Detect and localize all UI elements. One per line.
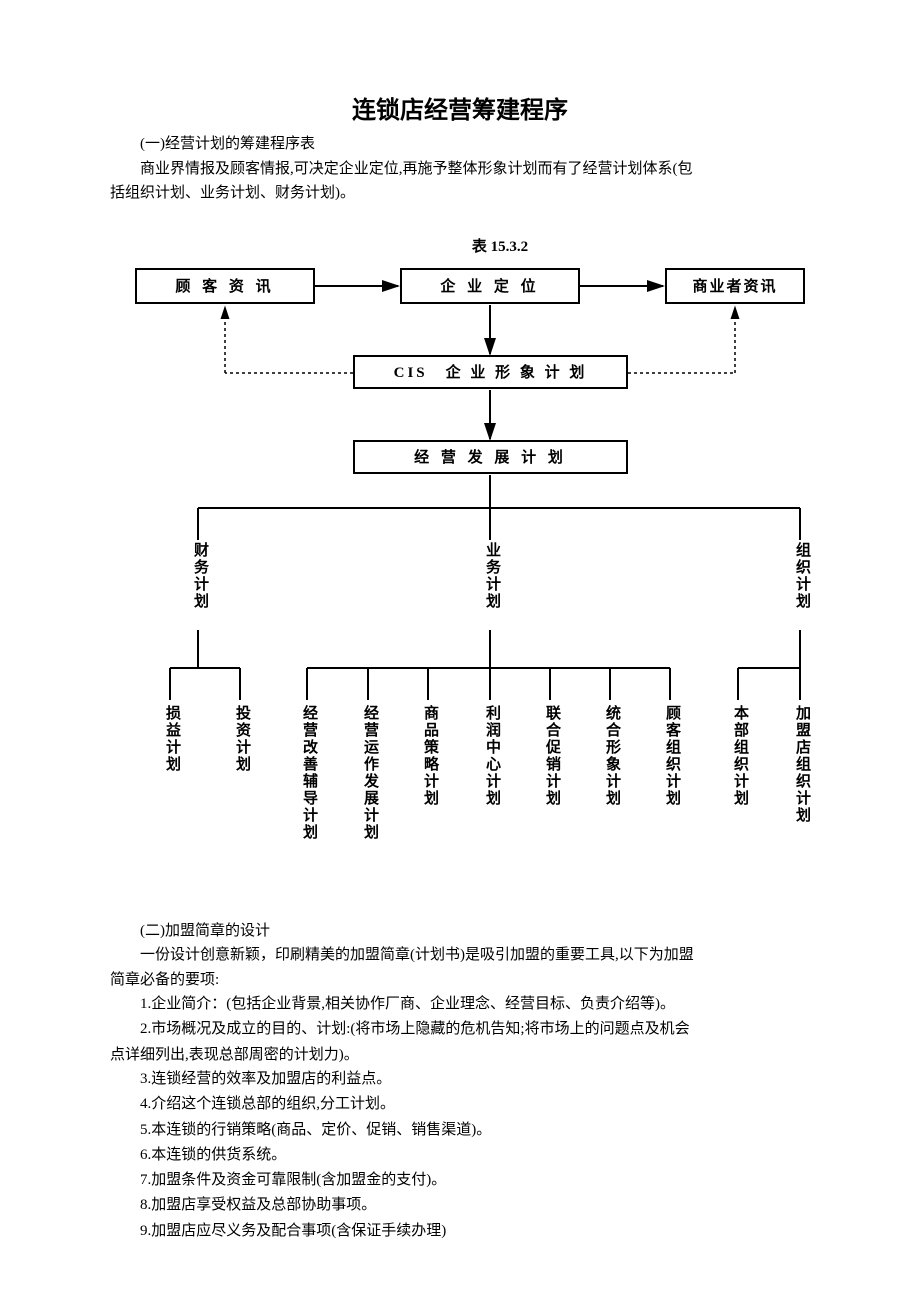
- leaf-5: 利润中心计划: [482, 705, 503, 807]
- diagram-container: 顾 客 资 讯 企 业 定 位 商业者资讯 CIS 企 业 形 象 计 划 经 …: [110, 260, 810, 890]
- section1-heading: (一)经营计划的筹建程序表: [110, 133, 810, 156]
- item-5: 5.本连锁的行销策略(商品、定价、促销、销售渠道)。: [110, 1119, 810, 1142]
- item-2: 2.市场概况及成立的目的、计划:(将市场上隐藏的危机告知;将市场上的问题点及机会: [110, 1018, 810, 1041]
- box-business-info: 商业者资讯: [665, 268, 805, 304]
- item-2-cont: 点详细列出,表现总部周密的计划力)。: [110, 1044, 810, 1067]
- leaf-0: 损益计划: [162, 705, 183, 773]
- item-1: 1.企业简介：(包括企业背景,相关协作厂商、企业理念、经营目标、负责介绍等)。: [110, 993, 810, 1016]
- leaf-4: 商品策略计划: [420, 705, 441, 807]
- box-dev-plan: 经 营 发 展 计 划: [353, 440, 628, 474]
- box-enterprise-position: 企 业 定 位: [400, 268, 580, 304]
- label-business-plan: 业务计划: [482, 542, 503, 610]
- leaf-7: 统合形象计划: [602, 705, 623, 807]
- section2-intro-1: 一份设计创意新颖，印刷精美的加盟简章(计划书)是吸引加盟的重要工具,以下为加盟: [110, 944, 810, 967]
- leaf-9: 本部组织计划: [730, 705, 751, 807]
- item-9: 9.加盟店应尽义务及配合事项(含保证手续办理): [110, 1220, 810, 1243]
- page-title: 连锁店经营筹建程序: [110, 90, 810, 125]
- item-6: 6.本连锁的供货系统。: [110, 1144, 810, 1167]
- leaf-2: 经营改善辅导计划: [299, 705, 320, 841]
- leaf-3: 经营运作发展计划: [360, 705, 381, 841]
- box-cis: CIS 企 业 形 象 计 划: [353, 355, 628, 389]
- item-7: 7.加盟条件及资金可靠限制(含加盟金的支付)。: [110, 1169, 810, 1192]
- leaf-1: 投资计划: [232, 705, 253, 773]
- item-3: 3.连锁经营的效率及加盟店的利益点。: [110, 1068, 810, 1091]
- section2-heading: (二)加盟简章的设计: [110, 920, 810, 943]
- label-org-plan: 组织计划: [792, 542, 813, 610]
- leaf-8: 顾客组织计划: [662, 705, 683, 807]
- item-8: 8.加盟店享受权益及总部协助事项。: [110, 1194, 810, 1217]
- section1-body-2: 括组织计划、业务计划、财务计划)。: [110, 182, 810, 205]
- label-financial-plan: 财务计划: [190, 542, 211, 610]
- box-customer-info: 顾 客 资 讯: [135, 268, 315, 304]
- diagram-label: 表 15.3.2: [110, 235, 810, 256]
- leaf-6: 联合促销计划: [542, 705, 563, 807]
- leaf-10: 加盟店组织计划: [792, 705, 813, 824]
- section2-intro-2: 简章必备的要项:: [110, 969, 810, 992]
- item-4: 4.介绍这个连锁总部的组织,分工计划。: [110, 1093, 810, 1116]
- section2: (二)加盟简章的设计 一份设计创意新颖，印刷精美的加盟简章(计划书)是吸引加盟的…: [110, 920, 810, 1243]
- section1-body-1: 商业界情报及顾客情报,可决定企业定位,再施予整体形象计划而有了经营计划体系(包: [110, 158, 810, 181]
